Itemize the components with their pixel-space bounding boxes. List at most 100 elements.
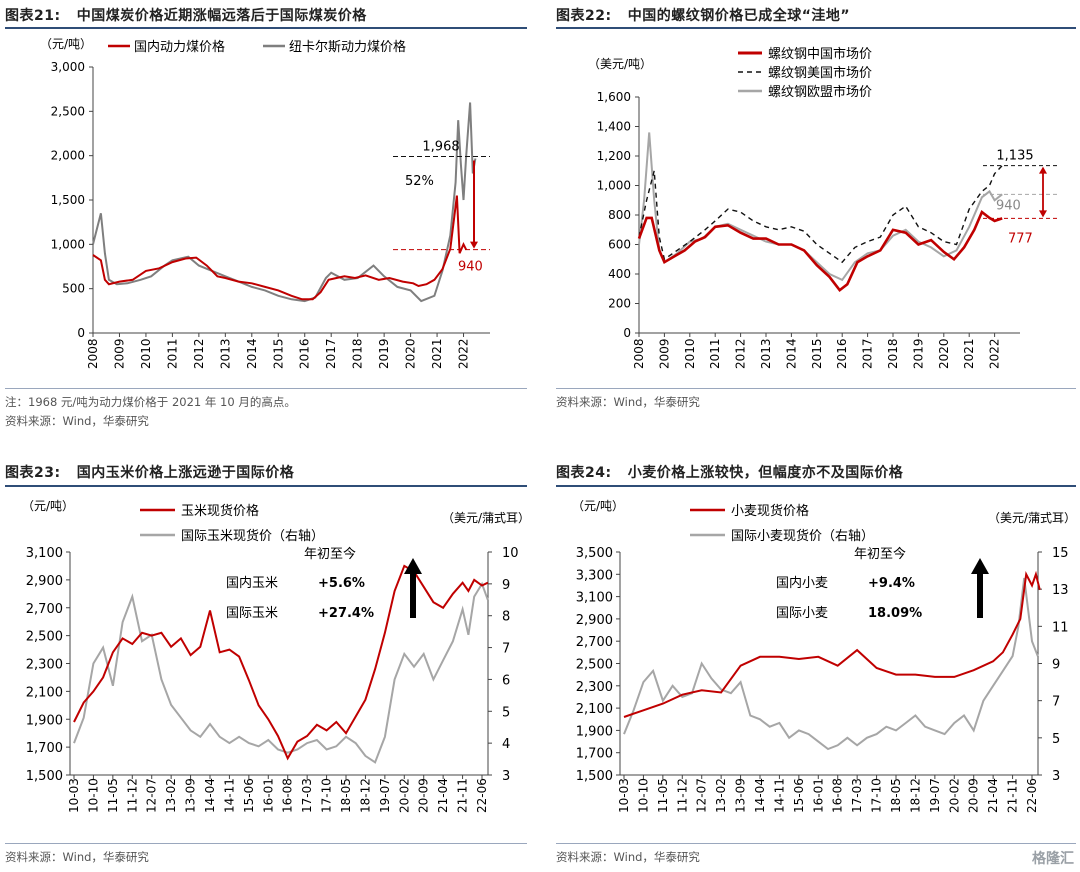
y-tick-label-left: 3,100	[576, 591, 613, 606]
watermark-logo: 格隆汇	[1032, 851, 1074, 867]
x-tick-label: 19-07	[928, 778, 942, 813]
x-tick-label: 10-10	[86, 778, 100, 813]
y-tick-label-right: 9	[502, 578, 510, 593]
series-line-eu	[638, 132, 1003, 282]
x-tick-label: 2019	[377, 338, 391, 369]
chart23-title: 图表23: 国内玉米价格上涨远逊于国际价格	[5, 462, 294, 482]
legend-label-international: 国际玉米现货价（右轴）	[181, 528, 324, 544]
x-tick-label: 16-08	[831, 778, 845, 813]
x-tick-label: 16-08	[281, 778, 295, 813]
y-tick-label-left: 2,300	[576, 680, 613, 695]
y-tick-label: 1,200	[597, 149, 631, 163]
y-tick-label-left: 3,300	[576, 568, 613, 583]
legend-label-domestic: 小麦现货价格	[731, 503, 809, 519]
chart22-rebar-price: 0 200 400 600 800 1,000 1,200 1,400 1,600 2008 200…	[588, 46, 1060, 369]
y-tick-label-left: 2,700	[576, 635, 613, 650]
x-tick-label: 15-06	[242, 778, 256, 813]
chart22-bottom-rule	[556, 388, 1076, 389]
y-tick-label: 1,600	[597, 90, 631, 104]
x-tick-label: 17-03	[300, 778, 314, 813]
x-tick-label: 13-09	[734, 778, 748, 813]
chart24-heading: 小麦价格上涨较快，但幅度亦不及国际价格	[627, 465, 904, 481]
chart23-heading: 国内玉米价格上涨远逊于国际价格	[76, 465, 295, 481]
x-tick-label: 2022	[457, 338, 471, 369]
chart24-source: 资料来源：Wind，华泰研究	[556, 850, 700, 864]
chart21-bottom-rule	[5, 388, 527, 389]
chart24-wheat-price: 1,500 1,700 1,900 2,100 2,300 2,500 2,700 2,900…	[572, 499, 1076, 813]
y-tick-label-right: 3	[1052, 769, 1060, 784]
y-tick-label: 1,500	[51, 193, 85, 207]
x-tick-label: 13-02	[714, 778, 728, 813]
x-tick-label: 2009	[112, 338, 126, 369]
x-tick-label: 18-12	[358, 778, 372, 813]
y-tick-label-right: 8	[502, 610, 510, 625]
x-tick-label: 13-09	[184, 778, 198, 813]
series-line-international	[623, 577, 1039, 751]
uptrend-arrowhead	[971, 558, 989, 574]
x-tick-label: 10-03	[67, 778, 81, 813]
y-tick-label-left: 1,700	[26, 741, 63, 756]
y-tick-label: 500	[62, 282, 85, 296]
x-tick-label: 11-05	[106, 778, 120, 813]
chart21-number: 图表21:	[5, 8, 61, 24]
x-tick-label: 14-11	[222, 778, 236, 813]
x-tick-label: 18-05	[339, 778, 353, 813]
x-tick-label: 2010	[139, 338, 153, 369]
x-tick-label: 2022	[988, 338, 1002, 369]
x-tick-label: 17-10	[320, 778, 334, 813]
y-tick-label-right: 9	[1052, 658, 1060, 673]
chart22-number: 图表22:	[556, 8, 612, 24]
x-tick-label: 10-10	[636, 778, 650, 813]
gap-arrowhead-down	[1039, 210, 1047, 218]
y-tick-label-right: 7	[1052, 695, 1060, 710]
y-axis-unit-right: （美元/蒲式耳）	[442, 511, 530, 525]
y-tick-label: 600	[608, 238, 631, 252]
x-tick-label: 2012	[734, 338, 748, 369]
y-tick-label: 0	[77, 326, 85, 340]
chart21-heading: 中国煤炭价格近期涨幅远落后于国际煤炭价格	[76, 8, 367, 24]
y-tick-label: 3,000	[51, 60, 85, 74]
x-tick-label: 2017	[861, 338, 875, 369]
y-tick-label-left: 2,100	[26, 685, 63, 700]
legend-label-us: 螺纹钢美国市场价	[768, 65, 872, 81]
chart23-title-rule	[5, 485, 527, 487]
series-line-international	[73, 581, 489, 764]
ytd-header: 年初至今	[854, 546, 906, 562]
y-tick-label: 800	[608, 208, 631, 222]
x-tick-label: 16-01	[811, 778, 825, 813]
chart24-title: 图表24: 小麦价格上涨较快，但幅度亦不及国际价格	[556, 462, 903, 482]
y-tick-label-left: 3,100	[26, 546, 63, 561]
y-tick-label-left: 3,500	[576, 546, 613, 561]
x-tick-label: 18-12	[908, 778, 922, 813]
x-tick-label: 14-04	[753, 778, 767, 813]
y-axis-unit-right: （美元/蒲式耳）	[988, 511, 1076, 525]
x-tick-label: 21-11	[456, 778, 470, 813]
x-tick-label: 20-02	[947, 778, 961, 813]
chart22-title: 图表22: 中国的螺纹钢价格已成全球“洼地”	[556, 5, 850, 25]
uptrend-arrowhead	[404, 558, 422, 574]
x-tick-label: 15-06	[792, 778, 806, 813]
x-tick-label: 13-02	[164, 778, 178, 813]
y-axis-unit: （美元/吨）	[588, 57, 652, 71]
y-tick-label-left: 2,900	[576, 613, 613, 628]
series-line-domestic	[623, 570, 1041, 718]
ytd-row-label: 国际玉米	[226, 606, 278, 621]
x-tick-label: 2017	[324, 338, 338, 369]
x-tick-label: 12-07	[145, 778, 159, 813]
x-tick-label: 18-05	[889, 778, 903, 813]
x-tick-label: 2018	[886, 338, 900, 369]
chart21-source: 资料来源：Wind，华泰研究	[5, 414, 149, 428]
x-tick-label: 22-06	[1025, 778, 1039, 813]
legend-label-china: 螺纹钢中国市场价	[768, 46, 872, 62]
uptrend-arrow-shaft	[977, 572, 983, 618]
x-tick-label: 2015	[810, 338, 824, 369]
series-line-domestic	[92, 195, 468, 301]
chart23-number: 图表23:	[5, 465, 61, 481]
y-tick-label: 200	[608, 297, 631, 311]
x-tick-label: 2008	[86, 338, 100, 369]
gap-label: 52%	[405, 174, 434, 189]
series-line-domestic	[73, 564, 489, 761]
ytd-row-label: 国际小麦	[776, 606, 828, 621]
x-tick-label: 2021	[962, 338, 976, 369]
x-tick-label: 21-04	[436, 778, 450, 813]
